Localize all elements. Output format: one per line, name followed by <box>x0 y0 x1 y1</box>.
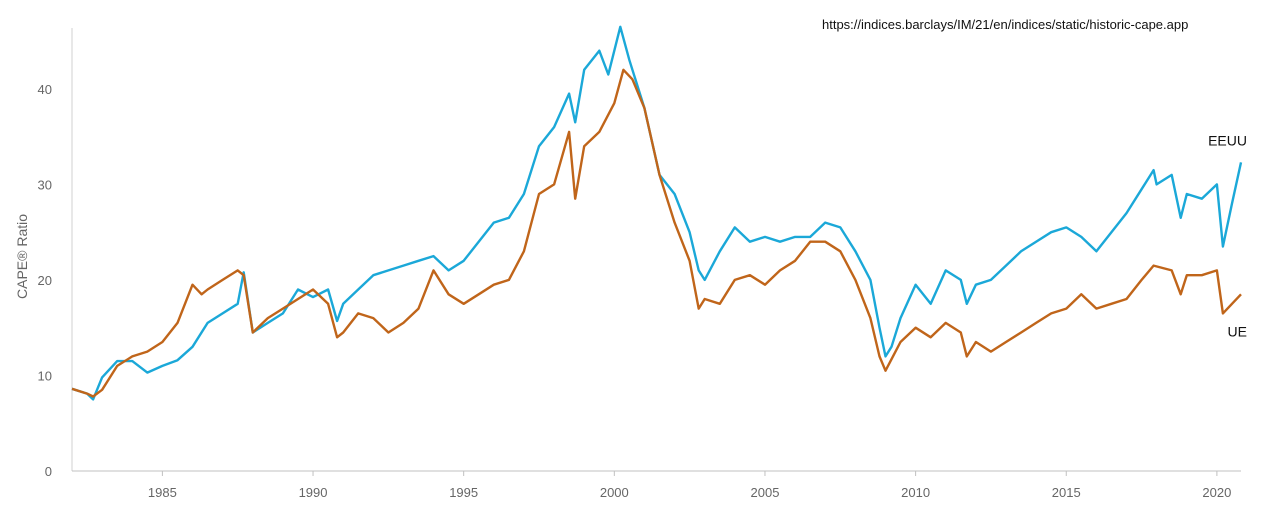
y-tick-10: 10 <box>38 368 52 383</box>
x-tick-2000: 2000 <box>600 485 629 500</box>
x-tick-1995: 1995 <box>449 485 478 500</box>
series-lines <box>71 25 1243 401</box>
x-tick-labels: 1985 1990 1995 2000 2005 2010 2015 2020 <box>148 471 1231 500</box>
y-tick-30: 30 <box>38 177 52 192</box>
x-tick-2005: 2005 <box>751 485 780 500</box>
series-label-eeuu: EEUU <box>1208 132 1247 148</box>
y-tick-20: 20 <box>38 273 52 288</box>
series-line-ue <box>71 68 1242 398</box>
x-tick-1985: 1985 <box>148 485 177 500</box>
y-axis-label: CAPE® Ratio <box>14 214 30 299</box>
series-label-ue: UE <box>1228 323 1247 339</box>
x-tick-2020: 2020 <box>1202 485 1231 500</box>
y-tick-labels: 0 10 20 30 40 <box>38 82 52 479</box>
x-tick-1990: 1990 <box>299 485 328 500</box>
y-tick-0: 0 <box>45 464 52 479</box>
y-tick-40: 40 <box>38 82 52 97</box>
series-labels: EEUU UE <box>1208 132 1247 339</box>
series-line-eeuu <box>71 25 1243 401</box>
axes <box>71 28 1241 472</box>
x-tick-2015: 2015 <box>1052 485 1081 500</box>
x-tick-2010: 2010 <box>901 485 930 500</box>
source-url: https://indices.barclays/IM/21/en/indice… <box>822 17 1189 32</box>
